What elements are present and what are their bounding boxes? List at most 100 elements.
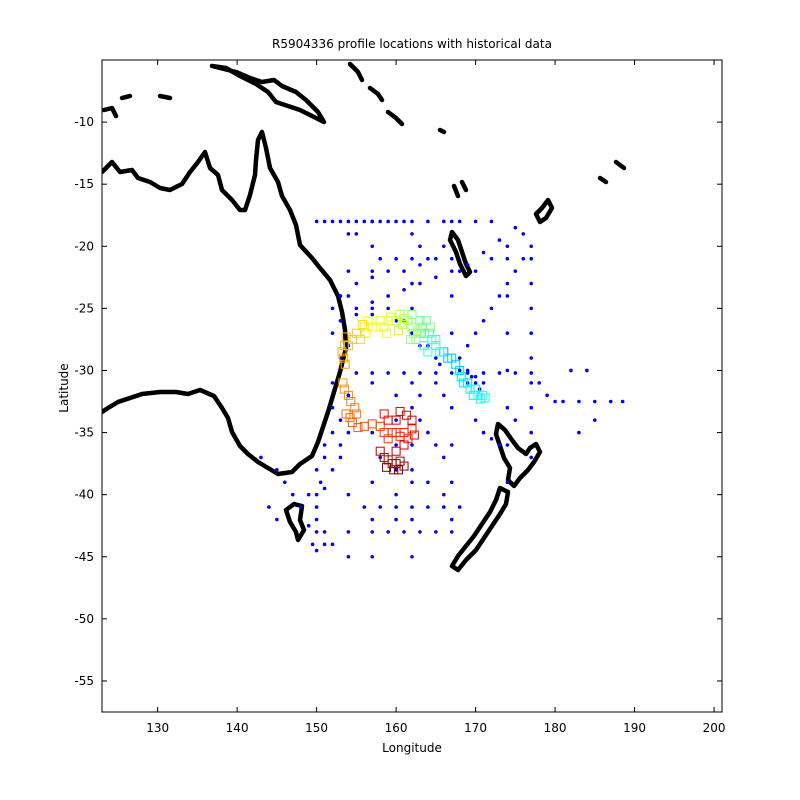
float-profile-point <box>407 424 417 434</box>
new-caledonia-coastline <box>447 229 473 279</box>
historical-profile-point <box>322 219 327 224</box>
historical-profile-point <box>410 219 414 224</box>
float-profile-point <box>478 390 488 400</box>
historical-profile-point <box>608 399 613 404</box>
historical-profile-point <box>469 374 474 379</box>
historical-profile-point <box>314 548 319 553</box>
historical-profile-point <box>449 269 454 273</box>
historical-profile-point <box>434 356 438 360</box>
historical-profile-point <box>481 430 486 435</box>
historical-profile-point <box>314 530 319 534</box>
historical-profile-point <box>370 275 375 280</box>
historical-profile-point <box>362 219 367 224</box>
historical-profile-point <box>354 232 359 236</box>
historical-profile-point <box>465 343 470 348</box>
historical-profile-point <box>322 443 327 447</box>
historical-profile-point <box>489 219 494 224</box>
historical-profile-point <box>322 530 327 534</box>
chart-title: R5904336 profile locations with historic… <box>272 37 552 51</box>
historical-profile-point <box>465 371 470 375</box>
historical-profile-point <box>457 356 462 360</box>
float-profile-point <box>401 410 411 420</box>
historical-profile-point <box>553 399 557 404</box>
historical-profile-point <box>505 480 510 485</box>
historical-profile-point <box>346 294 351 298</box>
y-tick-label: -55 <box>74 674 94 688</box>
historical-profile-point <box>481 371 486 375</box>
historical-profile-point <box>465 368 470 373</box>
historical-profile-point <box>386 269 390 273</box>
x-tick-label: 180 <box>544 721 567 735</box>
historical-profile-point <box>290 492 295 497</box>
float-profile-point <box>358 320 368 330</box>
historical-profile-point <box>441 393 446 398</box>
profile-points <box>259 219 625 559</box>
historical-profile-point <box>275 468 279 472</box>
float-profile-point <box>341 332 351 342</box>
historical-profile-point <box>410 480 414 485</box>
float-profile-point <box>347 418 357 428</box>
historical-profile-point <box>410 554 414 559</box>
historical-profile-point <box>275 517 279 522</box>
historical-profile-point <box>402 371 406 375</box>
y-tick-label: -20 <box>74 239 94 253</box>
historical-profile-point <box>529 331 534 336</box>
x-axis-label: Longitude <box>382 741 442 755</box>
historical-profile-point <box>505 256 510 261</box>
historical-profile-point <box>410 381 414 385</box>
historical-profile-point <box>378 219 383 224</box>
y-tick-label: -30 <box>74 363 94 377</box>
y-tick-label: -35 <box>74 426 94 440</box>
historical-profile-point <box>513 418 518 422</box>
historical-profile-point <box>410 505 414 509</box>
historical-profile-point <box>394 256 398 261</box>
float-profile-point <box>425 322 435 332</box>
x-tick-label: 170 <box>464 721 487 735</box>
historical-profile-point <box>418 371 422 375</box>
x-axis: 130 140 150 160 170 180 190 200 <box>146 60 726 735</box>
historical-profile-point <box>322 455 327 460</box>
historical-profile-point <box>505 281 510 286</box>
historical-profile-point <box>585 368 589 373</box>
historical-profile-point <box>593 418 597 422</box>
historical-profile-point <box>370 306 375 311</box>
historical-profile-point <box>489 256 494 261</box>
float-profile-point <box>382 462 392 472</box>
historical-profile-point <box>410 256 414 261</box>
historical-profile-point <box>489 436 494 441</box>
historical-profile-point <box>457 368 462 373</box>
historical-profile-point <box>402 530 406 534</box>
historical-profile-point <box>457 219 462 224</box>
historical-profile-point <box>434 275 438 280</box>
historical-profile-point <box>346 430 351 435</box>
historical-profile-point <box>346 219 351 224</box>
historical-profile-point <box>338 319 343 323</box>
x-tick-label: 190 <box>623 721 646 735</box>
historical-profile-point <box>418 530 422 534</box>
x-tick-label: 130 <box>146 721 169 735</box>
historical-profile-point <box>338 294 343 298</box>
float-profile-point <box>345 413 355 423</box>
historical-profile-point <box>426 430 430 435</box>
float-profile-point <box>382 328 392 338</box>
historical-profile-point <box>418 393 422 398</box>
historical-profile-point <box>354 306 359 311</box>
historical-profile-point <box>434 443 438 447</box>
historical-profile-point <box>449 294 454 298</box>
historical-profile-point <box>513 371 518 375</box>
historical-profile-point <box>370 530 375 534</box>
x-tick-label: 150 <box>305 721 328 735</box>
historical-profile-point <box>529 356 534 360</box>
historical-profile-point <box>569 368 573 373</box>
historical-profile-point <box>370 371 375 375</box>
historical-profile-point <box>410 306 414 311</box>
historical-profile-point <box>346 269 351 273</box>
historical-profile-point <box>513 225 518 230</box>
y-tick-label: -25 <box>74 301 94 315</box>
float-profile-point <box>419 341 429 351</box>
float-profile-point <box>340 359 350 369</box>
historical-profile-point <box>310 542 315 547</box>
historical-profile-point <box>529 306 534 311</box>
historical-profile-point <box>314 492 319 497</box>
historical-profile-point <box>314 468 319 472</box>
